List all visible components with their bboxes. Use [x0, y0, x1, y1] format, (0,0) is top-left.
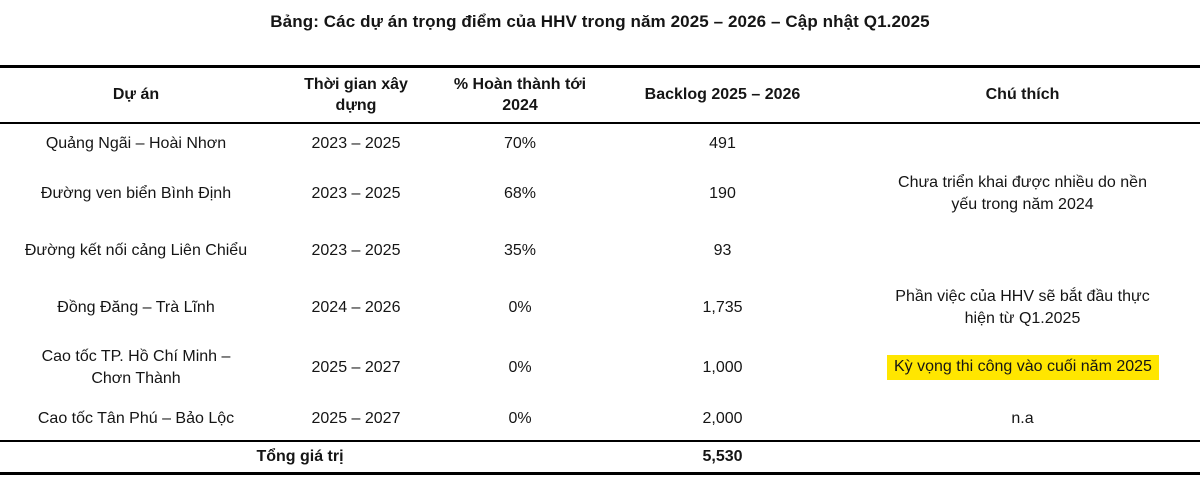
cell-project: Quảng Ngãi – Hoài Nhơn	[45, 135, 227, 153]
footer-note-cell	[845, 439, 1200, 474]
column-header-period: Thời gian xây dựng	[272, 66, 440, 124]
cell-note	[845, 223, 1200, 279]
table-row: Quảng Ngãi – Hoài Nhơn 2023 – 2025 70% 4…	[0, 123, 1200, 165]
table-row: Đường ven biển Bình Định 2023 – 2025 68%…	[0, 165, 1200, 223]
cell-backlog: 1,000	[702, 358, 743, 376]
cell-backlog: 491	[709, 135, 736, 153]
cell-completion: 68%	[503, 184, 537, 202]
cell-completion: 0%	[508, 410, 532, 428]
note-text: Phần việc của HHV sẽ bắt đầu thực hiện t…	[895, 288, 1150, 327]
cell-period: 2024 – 2026	[311, 298, 401, 316]
table-header-row: Dự án Thời gian xây dựng % Hoàn thành tớ…	[0, 66, 1200, 124]
table-title: Bảng: Các dự án trọng điểm của HHV trong…	[270, 12, 930, 31]
table-footer-row: Tổng giá trị 5,530	[0, 439, 1200, 474]
table-row: Đường kết nối cảng Liên Chiểu 2023 – 202…	[0, 223, 1200, 279]
column-header-project: Dự án	[0, 66, 272, 124]
cell-completion: 0%	[508, 358, 532, 376]
table-row: Cao tốc TP. Hồ Chí Minh – Chơn Thành 202…	[0, 337, 1200, 399]
total-value: 5,530	[600, 439, 845, 474]
cell-project: Cao tốc TP. Hồ Chí Minh – Chơn Thành	[41, 348, 231, 387]
column-header-backlog: Backlog 2025 – 2026	[600, 66, 845, 124]
column-header-completion: % Hoàn thành tới 2024	[440, 66, 600, 124]
cell-completion: 0%	[508, 298, 532, 316]
cell-period: 2023 – 2025	[311, 184, 401, 202]
note-text: Chưa triển khai được nhiều do nền yếu tr…	[898, 174, 1147, 213]
cell-completion: 70%	[503, 135, 537, 153]
cell-period: 2025 – 2027	[311, 358, 401, 376]
cell-backlog: 2,000	[702, 410, 743, 428]
projects-table: Dự án Thời gian xây dựng % Hoàn thành tớ…	[0, 65, 1200, 475]
note-text: Kỳ vọng thi công vào cuối năm 2025	[887, 355, 1159, 380]
cell-note: Kỳ vọng thi công vào cuối năm 2025	[845, 337, 1200, 399]
note-text: n.a	[1011, 410, 1034, 428]
cell-project: Cao tốc Tân Phú – Bảo Lộc	[37, 410, 235, 428]
table-row: Cao tốc Tân Phú – Bảo Lộc 2025 – 2027 0%…	[0, 399, 1200, 441]
table-body: Quảng Ngãi – Hoài Nhơn 2023 – 2025 70% 4…	[0, 123, 1200, 441]
column-header-note: Chú thích	[845, 66, 1200, 124]
cell-project: Đường kết nối cảng Liên Chiểu	[24, 241, 248, 259]
table-row: Đồng Đăng – Trà Lĩnh 2024 – 2026 0% 1,73…	[0, 279, 1200, 337]
cell-period: 2023 – 2025	[311, 241, 401, 259]
total-label: Tổng giá trị	[0, 439, 600, 474]
cell-period: 2023 – 2025	[311, 135, 401, 153]
cell-backlog: 93	[713, 241, 732, 259]
cell-project: Đường ven biển Bình Định	[40, 184, 232, 202]
cell-backlog: 1,735	[702, 298, 743, 316]
cell-note: Chưa triển khai được nhiều do nền yếu tr…	[845, 165, 1200, 223]
cell-note: n.a	[845, 399, 1200, 441]
cell-project: Đồng Đăng – Trà Lĩnh	[57, 298, 215, 316]
cell-backlog: 190	[709, 184, 736, 202]
cell-completion: 35%	[503, 241, 537, 259]
cell-note	[845, 123, 1200, 165]
cell-period: 2025 – 2027	[311, 410, 401, 428]
cell-note: Phần việc của HHV sẽ bắt đầu thực hiện t…	[845, 279, 1200, 337]
